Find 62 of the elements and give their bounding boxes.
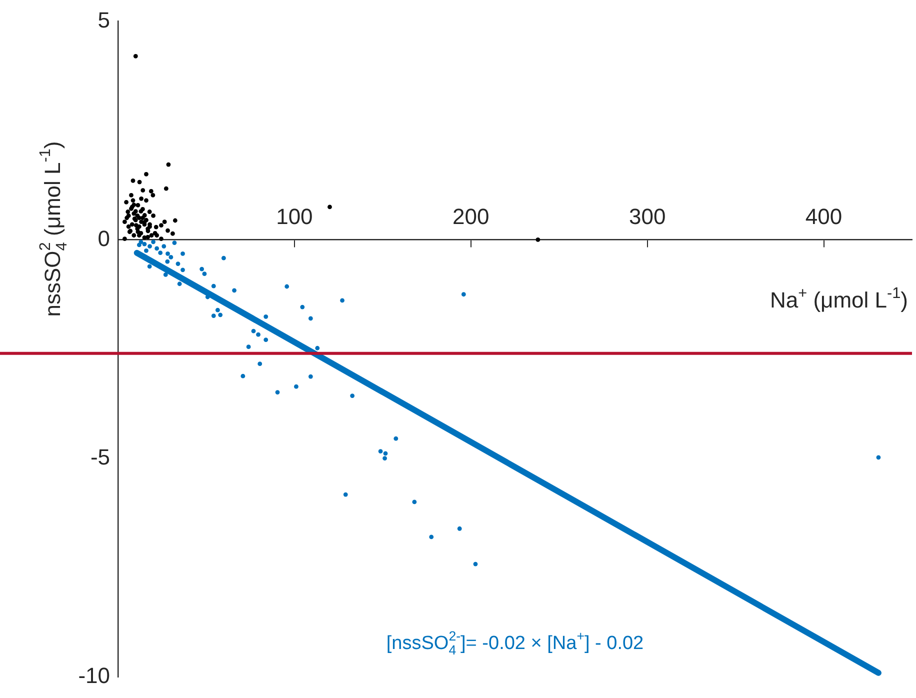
- point: [211, 284, 216, 288]
- point: [215, 308, 220, 312]
- point: [154, 246, 160, 251]
- point: [350, 394, 355, 398]
- point: [136, 242, 142, 248]
- point: [166, 252, 170, 256]
- point: [300, 304, 305, 310]
- point: [251, 328, 256, 334]
- point: [172, 240, 177, 245]
- x-tick-label: 300: [628, 204, 666, 229]
- point: [221, 256, 226, 260]
- point: [246, 344, 251, 350]
- point: [264, 338, 268, 342]
- x-tick-label: 400: [805, 204, 842, 229]
- point: [378, 449, 383, 454]
- point: [315, 346, 320, 350]
- point: [200, 266, 204, 272]
- point: [148, 244, 152, 248]
- point: [165, 259, 170, 264]
- point: [412, 500, 417, 504]
- point: [264, 314, 268, 319]
- point: [142, 242, 147, 246]
- point: [176, 262, 180, 266]
- point: [308, 374, 313, 379]
- point: [461, 292, 466, 297]
- point: [180, 268, 185, 272]
- point: [340, 298, 344, 303]
- point: [876, 455, 881, 460]
- point: [394, 436, 398, 441]
- y-tick-label: -5: [90, 444, 110, 470]
- point: [308, 316, 313, 321]
- point: [429, 534, 434, 540]
- point: [202, 272, 207, 276]
- point: [382, 456, 387, 460]
- point: [151, 240, 156, 244]
- point: [180, 252, 185, 256]
- point: [256, 332, 260, 337]
- point: [232, 288, 236, 293]
- point: [144, 248, 148, 253]
- x-tick-label: 100: [276, 204, 313, 229]
- point: [258, 362, 262, 366]
- point: [147, 264, 152, 269]
- x-tick-label: 200: [452, 204, 490, 229]
- y-tick-label: 0: [98, 226, 110, 251]
- point: [284, 284, 290, 289]
- point: [211, 314, 216, 318]
- point: [168, 255, 174, 260]
- point: [162, 244, 166, 248]
- point: [294, 384, 298, 389]
- point: [158, 250, 163, 256]
- point: [383, 451, 388, 456]
- point: [275, 390, 280, 394]
- point: [163, 272, 168, 277]
- point: [218, 312, 223, 318]
- point: [457, 526, 462, 531]
- point: [343, 492, 348, 497]
- point: [177, 282, 182, 286]
- point: [473, 562, 478, 566]
- y-axis-title: nssSO42 (μmol L-1): [37, 141, 71, 317]
- y-tick-label: -10: [78, 662, 110, 688]
- point: [240, 374, 246, 378]
- y-tick-label: 5: [98, 7, 110, 32]
